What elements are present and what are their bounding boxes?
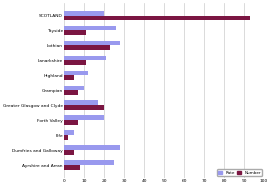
Bar	[64, 70, 88, 75]
Bar	[64, 160, 114, 165]
Legend: Rate, Number: Rate, Number	[217, 169, 262, 176]
Bar	[64, 105, 104, 110]
Bar	[64, 31, 86, 35]
Bar	[64, 45, 110, 50]
Bar	[64, 100, 98, 105]
Bar	[64, 75, 74, 80]
Bar	[64, 60, 86, 65]
Bar	[64, 86, 84, 90]
Bar	[64, 90, 78, 95]
Bar	[64, 165, 80, 170]
Bar	[64, 41, 120, 45]
Bar	[64, 145, 120, 150]
Bar	[64, 56, 106, 60]
Bar	[64, 15, 250, 20]
Bar	[64, 11, 104, 15]
Bar	[64, 116, 104, 120]
Bar	[64, 150, 74, 155]
Bar	[64, 135, 68, 140]
Bar	[64, 26, 116, 31]
Bar	[64, 130, 74, 135]
Bar	[64, 120, 78, 125]
